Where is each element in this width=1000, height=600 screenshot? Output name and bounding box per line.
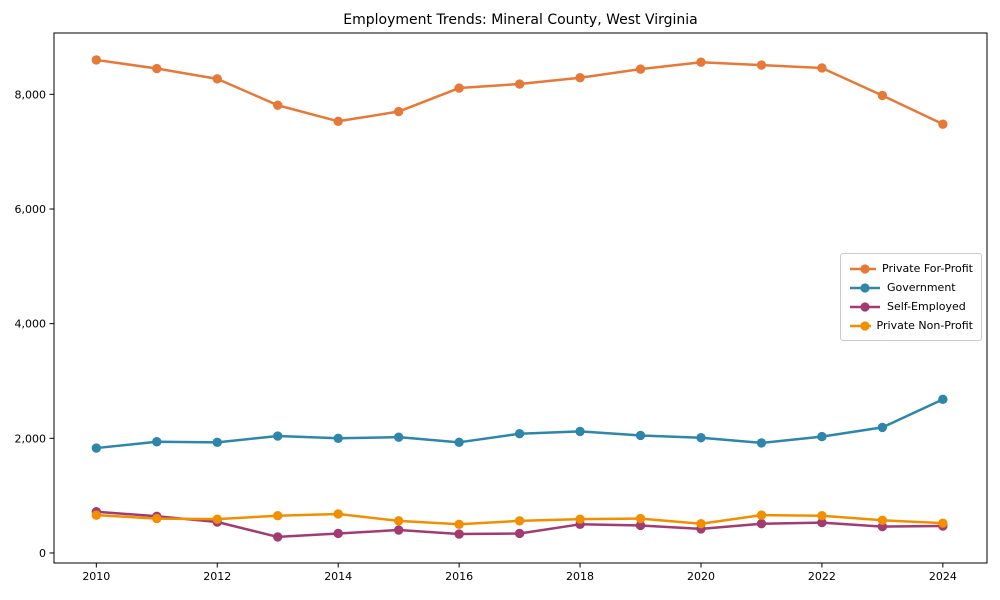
data-point-self-employed-2021 <box>756 519 767 529</box>
data-point-private-for-profit-2017 <box>514 79 525 89</box>
legend-line-swatch-private-non-profit <box>850 320 871 331</box>
legend-item-private-non-profit: Private Non-Profit <box>849 319 973 332</box>
data-point-government-2010 <box>91 443 102 453</box>
data-point-private-non-profit-2019 <box>635 513 646 524</box>
legend-label-government: Government <box>887 281 956 294</box>
data-point-private-for-profit-2015 <box>393 106 404 117</box>
data-point-private-for-profit-2022 <box>817 63 827 73</box>
data-point-self-employed-2022 <box>817 517 827 528</box>
x-axis-tick-label-2012: 2012 <box>203 570 231 583</box>
legend-line-swatch-private-for-profit <box>850 263 876 274</box>
x-axis-tick-label-2024: 2024 <box>929 570 957 583</box>
legend-label-self-employed: Self-Employed <box>887 300 966 313</box>
data-point-self-employed-2015 <box>393 525 404 535</box>
y-axis-tick-label-0: 0 <box>39 547 46 560</box>
data-point-government-2017 <box>514 429 525 439</box>
data-point-private-non-profit-2020 <box>696 519 706 529</box>
data-point-government-2020 <box>696 433 706 443</box>
x-axis-tick-label-2014: 2014 <box>324 570 352 583</box>
x-axis-tick-label-2022: 2022 <box>808 570 836 583</box>
data-point-private-for-profit-2021 <box>756 60 767 70</box>
series-line-government <box>95 398 945 450</box>
data-point-private-non-profit-2014 <box>333 509 343 519</box>
data-point-government-2014 <box>333 433 343 444</box>
data-point-private-for-profit-2013 <box>273 100 283 110</box>
data-point-private-for-profit-2010 <box>91 55 102 65</box>
data-point-self-employed-2016 <box>454 529 464 539</box>
data-point-private-for-profit-2014 <box>333 116 343 126</box>
data-point-private-for-profit-2019 <box>635 64 646 74</box>
x-axis-tick-label-2018: 2018 <box>566 570 594 583</box>
data-point-government-2022 <box>817 431 827 442</box>
data-point-private-for-profit-2023 <box>877 90 888 101</box>
data-point-self-employed-2014 <box>333 528 343 539</box>
legend-item-government: Government <box>849 281 973 294</box>
data-point-private-non-profit-2013 <box>273 511 283 521</box>
data-point-government-2016 <box>454 437 464 448</box>
data-point-private-for-profit-2018 <box>575 73 585 83</box>
data-point-government-2012 <box>212 437 222 448</box>
data-point-private-non-profit-2011 <box>152 513 162 524</box>
data-point-private-non-profit-2023 <box>877 515 888 525</box>
data-point-private-non-profit-2015 <box>393 516 404 526</box>
data-point-government-2021 <box>756 438 767 448</box>
x-axis-tick-label-2010: 2010 <box>82 570 110 583</box>
data-point-government-2015 <box>393 432 404 442</box>
data-point-self-employed-2013 <box>273 532 283 542</box>
data-point-private-non-profit-2010 <box>91 510 102 520</box>
data-point-private-for-profit-2016 <box>454 83 464 93</box>
y-axis-tick-label-2,000: 2,000 <box>15 432 47 445</box>
chart-title: Employment Trends: Mineral County, West … <box>343 12 698 28</box>
legend-item-private-for-profit: Private For-Profit <box>849 262 973 275</box>
y-axis-tick-label-4,000: 4,000 <box>15 318 47 331</box>
legend-item-self-employed: Self-Employed <box>849 300 973 313</box>
x-axis-tick-label-2016: 2016 <box>445 570 473 583</box>
x-axis-tick-label-2020: 2020 <box>687 570 715 583</box>
data-point-private-non-profit-2016 <box>454 519 464 530</box>
data-point-private-non-profit-2017 <box>514 516 525 526</box>
data-point-private-non-profit-2012 <box>212 514 222 524</box>
data-point-government-2019 <box>635 430 646 441</box>
data-point-government-2024 <box>938 394 948 405</box>
data-point-private-non-profit-2021 <box>756 510 767 520</box>
data-point-government-2011 <box>152 437 162 447</box>
data-point-self-employed-2019 <box>635 520 646 531</box>
data-point-private-non-profit-2024 <box>938 518 948 528</box>
y-axis-tick-label-8,000: 8,000 <box>15 88 47 101</box>
legend-label-private-non-profit: Private Non-Profit <box>876 319 973 332</box>
legend-label-private-for-profit: Private For-Profit <box>882 262 973 275</box>
y-axis-tick-label-6,000: 6,000 <box>15 203 47 216</box>
legend-line-swatch-self-employed <box>850 301 880 312</box>
data-point-government-2018 <box>575 426 585 437</box>
legend: Private For-Profit Government Self-Employe… <box>840 253 982 341</box>
data-point-private-for-profit-2024 <box>938 119 948 129</box>
plot-border <box>53 32 988 564</box>
data-point-private-for-profit-2011 <box>152 63 162 74</box>
data-point-private-for-profit-2020 <box>696 57 706 67</box>
data-point-self-employed-2017 <box>514 528 525 539</box>
data-point-government-2023 <box>877 422 888 433</box>
series-line-private-for-profit <box>95 58 945 126</box>
legend-line-swatch-government <box>850 282 880 293</box>
data-point-private-non-profit-2022 <box>817 511 827 521</box>
data-point-private-for-profit-2012 <box>212 74 222 84</box>
data-point-private-non-profit-2018 <box>575 514 585 524</box>
data-point-government-2013 <box>273 431 283 441</box>
